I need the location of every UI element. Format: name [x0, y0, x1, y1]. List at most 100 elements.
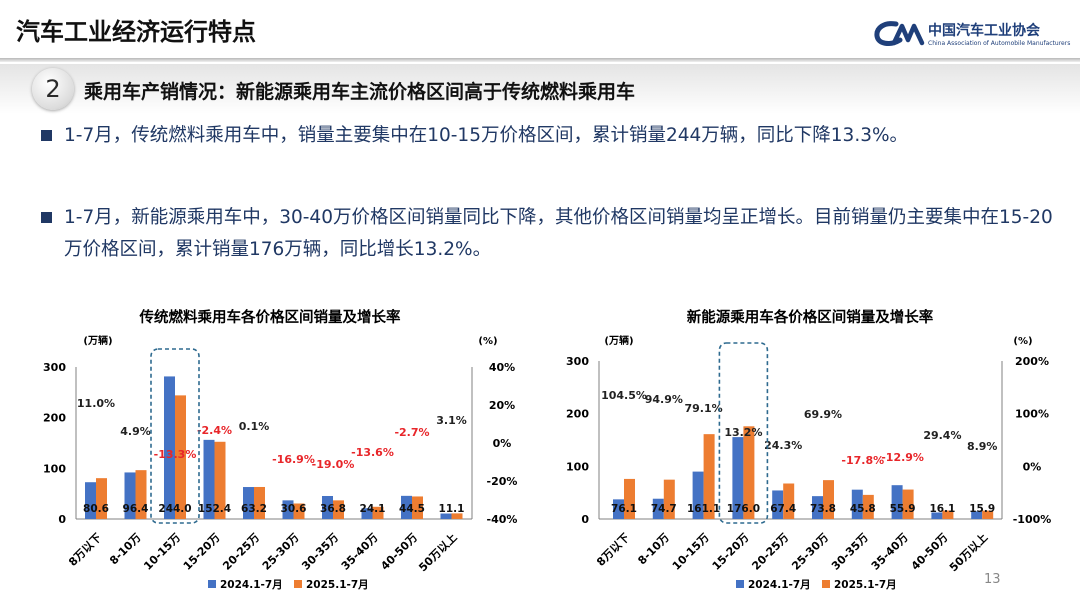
- y-tick-label: 0: [581, 513, 589, 526]
- x-tick-label: 35-40万: [339, 531, 381, 573]
- legend-swatch-2024: [208, 580, 216, 588]
- bar-value-label: 24.1: [360, 503, 386, 515]
- y2-tick-label: 0%: [493, 437, 512, 450]
- bar-value-label: 15.9: [969, 503, 995, 515]
- x-tick-label: 8万以下: [66, 531, 104, 569]
- legend-swatch-2025: [822, 580, 830, 588]
- y-tick-label: 200: [43, 412, 66, 425]
- growth-rate-label: -2.4%: [197, 424, 232, 437]
- bullet-marker: [41, 130, 52, 141]
- bar-2024: [401, 495, 412, 519]
- bar-value-label: 161.1: [687, 503, 720, 515]
- bar-2025: [862, 494, 874, 519]
- bar-value-label: 96.4: [123, 503, 149, 515]
- section-number: 2: [45, 75, 61, 103]
- x-tick-label: 8万以下: [594, 531, 632, 569]
- growth-rate-label: -19.0%: [312, 458, 355, 471]
- bar-value-label: 244.0: [158, 503, 191, 515]
- bar-2025: [254, 486, 265, 519]
- logo-text-en: China Association of Automobile Manufact…: [928, 40, 1071, 47]
- bar-2025: [703, 434, 715, 519]
- header-divider: [0, 58, 1080, 62]
- bar-value-label: 30.6: [281, 503, 307, 515]
- section-heading: 乘用车产销情况：新能源乘用车主流价格区间高于传统燃料乘用车: [84, 81, 636, 103]
- x-tick-label: 50万以上: [416, 530, 460, 574]
- y2-tick-label: 200%: [1015, 355, 1049, 368]
- chart-title: 新能源乘用车各价格区间销量及增长率: [687, 308, 934, 326]
- growth-rate-label: 8.9%: [967, 440, 998, 453]
- y-tick-label: 0: [58, 513, 66, 526]
- bar-2025: [823, 480, 834, 519]
- x-tick-label: 40-50万: [909, 531, 951, 573]
- bar-2025: [293, 503, 305, 519]
- y-tick-label: 200: [566, 408, 589, 421]
- growth-rate-label: 94.9%: [645, 393, 683, 406]
- bar-value-label: 55.9: [890, 503, 916, 515]
- y-tick-label: 100: [566, 460, 589, 473]
- page-number: 13: [984, 572, 1001, 587]
- legend-label-2025: 2025.1-7月: [834, 579, 897, 591]
- bar-2024: [692, 471, 704, 519]
- bar-2025: [982, 510, 994, 519]
- x-tick-label: 25-30万: [789, 531, 831, 573]
- bar-2025: [214, 441, 226, 519]
- y-tick-label: 100: [43, 462, 66, 475]
- bar-2025: [902, 489, 914, 519]
- y2-tick-label: -20%: [487, 475, 518, 488]
- y-axis-unit: (万辆): [604, 334, 633, 347]
- growth-rate-label: 11.0%: [77, 397, 115, 410]
- x-tick-label: 50万以上: [946, 530, 990, 574]
- chart-nev-price-segments: 新能源乘用车各价格区间销量及增长率 (万辆) (%) 0 100 200 300 200% 10…: [566, 308, 1052, 591]
- growth-rate-label: 4.9%: [120, 425, 151, 438]
- bar-2025: [96, 478, 107, 519]
- bar-2025: [942, 510, 954, 519]
- highlight-box: [150, 348, 200, 524]
- growth-rate-label: 104.5%: [601, 389, 647, 402]
- y2-tick-label: 40%: [489, 361, 515, 374]
- growth-rate-label: -17.8%: [841, 454, 884, 467]
- bar-value-label: 74.7: [651, 503, 677, 515]
- logo-text-cn: 中国汽车工业协会: [928, 23, 1040, 39]
- x-tick-label: 20-25万: [220, 531, 262, 573]
- highlight-box: [718, 342, 769, 524]
- legend-swatch-2024: [736, 580, 744, 588]
- bar-2025: [783, 483, 795, 519]
- bar-2024: [124, 472, 136, 519]
- bar-2025: [743, 426, 755, 519]
- y2-tick-label: 0%: [1023, 460, 1042, 473]
- bar-2025: [175, 395, 186, 519]
- x-tick-label: 30-35万: [299, 531, 341, 573]
- x-tick-label: 20-25万: [749, 531, 791, 573]
- legend-label-2024: 2024.1-7月: [748, 579, 811, 591]
- y2-tick-label: -100%: [1013, 513, 1052, 526]
- bar-2025: [135, 470, 147, 519]
- x-tick-label: 8-10万: [107, 531, 143, 567]
- x-tick-label: 15-20万: [181, 531, 223, 573]
- bar-2024: [282, 500, 294, 519]
- growth-rate-label: 3.1%: [436, 414, 467, 427]
- chart-ice-price-segments: 传统燃料乘用车各价格区间销量及增长率 (万辆) (%) 0 100 200 300 40% 20…: [43, 308, 518, 591]
- y-axis-unit: (万辆): [83, 334, 112, 347]
- bar-2024: [812, 496, 823, 519]
- bar-2024: [891, 485, 903, 519]
- caam-logo: 中国汽车工业协会 China Association of Automobile…: [874, 16, 1070, 56]
- bullet-text: 1-7月，传统燃料乘用车中，销量主要集中在10-15万价格区间，累计销量244万…: [64, 125, 909, 146]
- bar-value-label: 76.1: [611, 503, 637, 515]
- y-tick-label: 300: [43, 361, 66, 374]
- growth-rate-label: -13.3%: [154, 448, 197, 461]
- bar-2025: [372, 506, 384, 519]
- bar-value-label: 176.0: [727, 503, 760, 515]
- bar-2024: [361, 508, 373, 519]
- growth-rate-label: 79.1%: [685, 402, 723, 415]
- bar-2025: [663, 479, 675, 519]
- x-tick-label: 30-35万: [829, 531, 871, 573]
- x-tick-label: 8-10万: [635, 531, 671, 567]
- bar-value-label: 67.4: [770, 503, 796, 515]
- bullet-text: 1-7月，新能源乘用车中，30-40万价格区间销量同比下降，其他价格区间销量均呈…: [64, 207, 1053, 260]
- growth-rate-label: 69.9%: [804, 408, 842, 421]
- bullet-marker: [41, 212, 52, 223]
- growth-rate-label: 13.2%: [724, 426, 762, 439]
- bar-2025: [451, 513, 463, 519]
- y2-tick-label: 20%: [489, 399, 515, 412]
- page-title: 汽车工业经济运行特点: [16, 18, 256, 46]
